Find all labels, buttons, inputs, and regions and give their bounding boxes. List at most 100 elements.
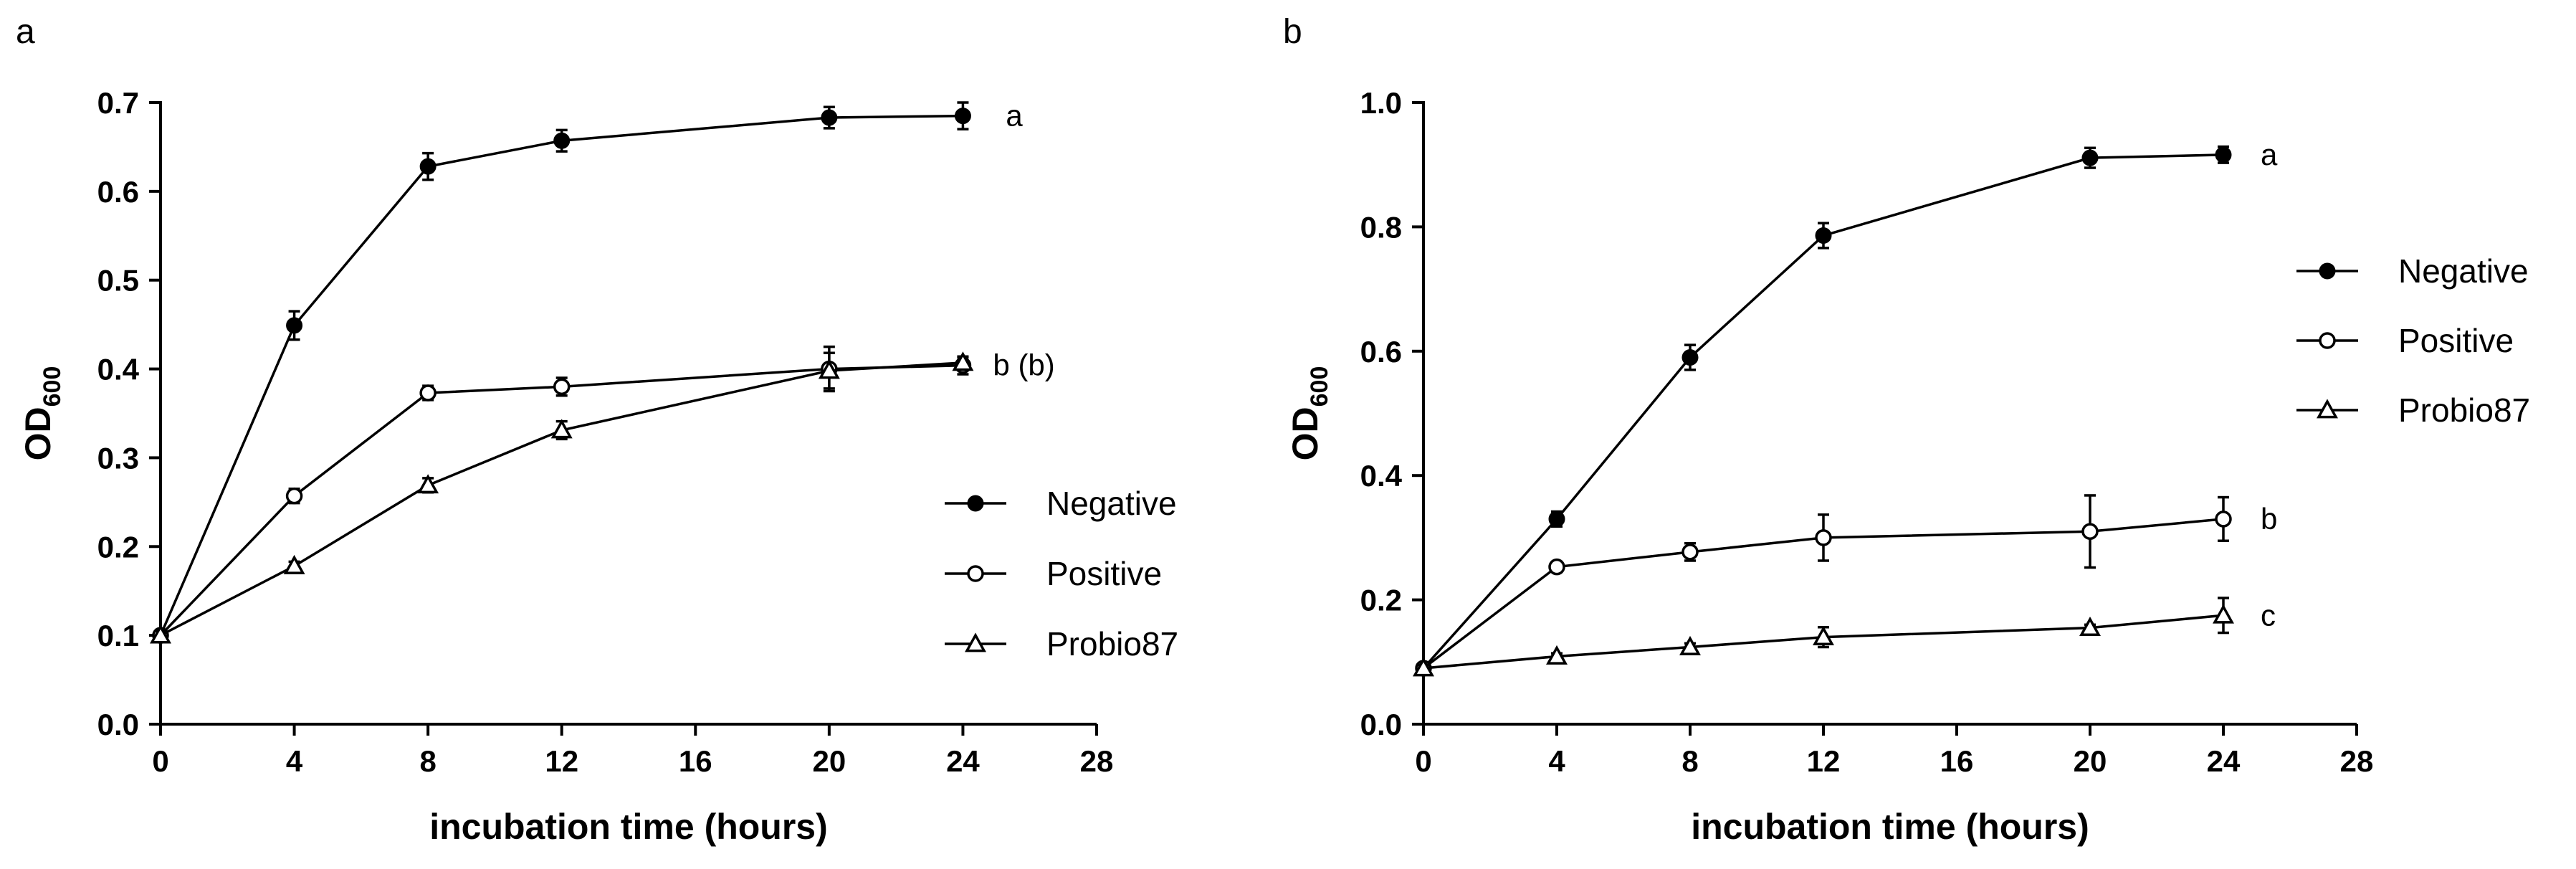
y-tick-label: 0.5 [97, 264, 139, 298]
data-point [2079, 617, 2101, 636]
series-line [160, 361, 963, 637]
series-negative [152, 101, 971, 644]
y-tick-label: 1.0 [1360, 86, 1402, 120]
series-probio87 [1413, 597, 2234, 677]
y-tick-label: 0.6 [1360, 335, 1402, 369]
data-point [1813, 626, 1834, 645]
data-point [1546, 645, 1568, 665]
legend-label: Negative [1046, 485, 1177, 522]
y-tick-label: 0.6 [97, 175, 139, 209]
data-point [417, 474, 439, 494]
data-point [952, 351, 974, 371]
significance-label: a [2261, 138, 2278, 171]
y-tick-label: 0.7 [97, 86, 139, 120]
series-positive [152, 345, 972, 644]
x-tick-label: 16 [679, 744, 712, 778]
significance-label: c [2261, 598, 2276, 632]
significance-label: a [1006, 99, 1023, 133]
data-point [818, 359, 840, 379]
data-point [1413, 657, 1434, 677]
legend-label: Positive [2398, 322, 2514, 359]
data-point [285, 487, 303, 505]
data-point [2215, 511, 2232, 528]
legend-label: Negative [2398, 252, 2529, 290]
legend-label: Probio87 [1046, 625, 1178, 663]
legend-label: Positive [1046, 555, 1162, 592]
legend-marker [2319, 262, 2336, 280]
legend: Negative Positive Probio87 [2296, 252, 2530, 429]
panel-a: a 0.0 0.1 0.2 0.3 0.4 0.5 0.6 0.7 0 4 8 12 16 20 24 28 in… [16, 13, 1178, 847]
y-tick-label: 0.2 [1360, 584, 1402, 617]
y-tick-label: 0.8 [1360, 210, 1402, 244]
y-axis-title: OD600 [18, 366, 66, 461]
data-point [553, 132, 571, 149]
series-line [159, 364, 963, 637]
legend-marker [967, 495, 984, 512]
x-tick-label: 12 [1807, 744, 1841, 778]
x-tick-label: 20 [2074, 744, 2107, 778]
y-tick-label: 0.2 [97, 530, 139, 564]
y-axis-title-main: OD [18, 407, 58, 460]
series-line [1422, 518, 2224, 670]
x-tick-label: 0 [152, 744, 168, 778]
data-point [1815, 529, 1832, 546]
x-tick-label: 4 [1548, 744, 1565, 778]
y-axis-title-main: OD [1285, 407, 1325, 460]
y-tick-label: 0.0 [1360, 708, 1402, 741]
legend-marker [967, 565, 984, 582]
data-point [1679, 635, 1701, 655]
series-line [1423, 614, 2224, 670]
y-tick-label: 0.1 [97, 619, 139, 652]
data-point [821, 109, 838, 126]
y-axis-title: OD600 [1285, 366, 1333, 461]
x-tick-label: 20 [812, 744, 846, 778]
data-point [2215, 146, 2232, 163]
x-axis-title: incubation time (hours) [429, 807, 828, 847]
legend-marker [2317, 399, 2338, 419]
x-tick-label: 24 [946, 744, 980, 778]
data-point [1548, 511, 1565, 528]
data-point [553, 378, 571, 396]
x-tick-label: 28 [2340, 744, 2374, 778]
x-tick-label: 8 [419, 744, 436, 778]
significance-label: b (b) [993, 348, 1054, 382]
data-point [419, 384, 437, 402]
series-probio87 [150, 351, 974, 644]
y-axis-title-subscript: 600 [39, 366, 66, 407]
data-point [954, 108, 971, 125]
series-line [1422, 153, 2224, 670]
data-point [2081, 523, 2099, 540]
y-tick-label: 0.3 [97, 441, 139, 475]
series-line [159, 114, 963, 636]
x-tick-label: 8 [1681, 744, 1698, 778]
panel-letter: a [16, 13, 35, 51]
x-axis-title: incubation time (hours) [1691, 807, 2089, 847]
data-point [419, 158, 437, 175]
series-negative [1415, 145, 2232, 677]
y-tick-label: 0.4 [1360, 459, 1403, 493]
x-tick-label: 12 [545, 744, 578, 778]
significance-label: b [2261, 502, 2277, 536]
y-axis-title-subscript: 600 [1306, 366, 1333, 407]
data-point [1681, 543, 1699, 561]
x-tick-label: 16 [1940, 744, 1974, 778]
legend-label: Probio87 [2398, 391, 2530, 429]
panel-b: b 0.0 0.2 0.4 0.6 0.8 1.0 0 4 8 12 16 20 24 28 incubati… [1283, 13, 2530, 847]
data-point [150, 624, 171, 644]
y-tick-label: 0.0 [97, 708, 139, 741]
data-point [283, 554, 305, 574]
legend-marker [2319, 332, 2336, 349]
x-tick-label: 24 [2207, 744, 2241, 778]
data-point [1548, 558, 1565, 576]
panel-letter: b [1283, 13, 1302, 51]
legend: Negative Positive Probio87 [945, 485, 1178, 663]
data-point [2081, 149, 2099, 166]
series-positive [1415, 494, 2232, 677]
data-point [550, 419, 573, 439]
y-tick-label: 0.4 [97, 353, 140, 386]
data-point [2213, 604, 2234, 624]
x-tick-label: 28 [1080, 744, 1114, 778]
x-tick-label: 0 [1415, 744, 1431, 778]
data-point [286, 317, 303, 334]
